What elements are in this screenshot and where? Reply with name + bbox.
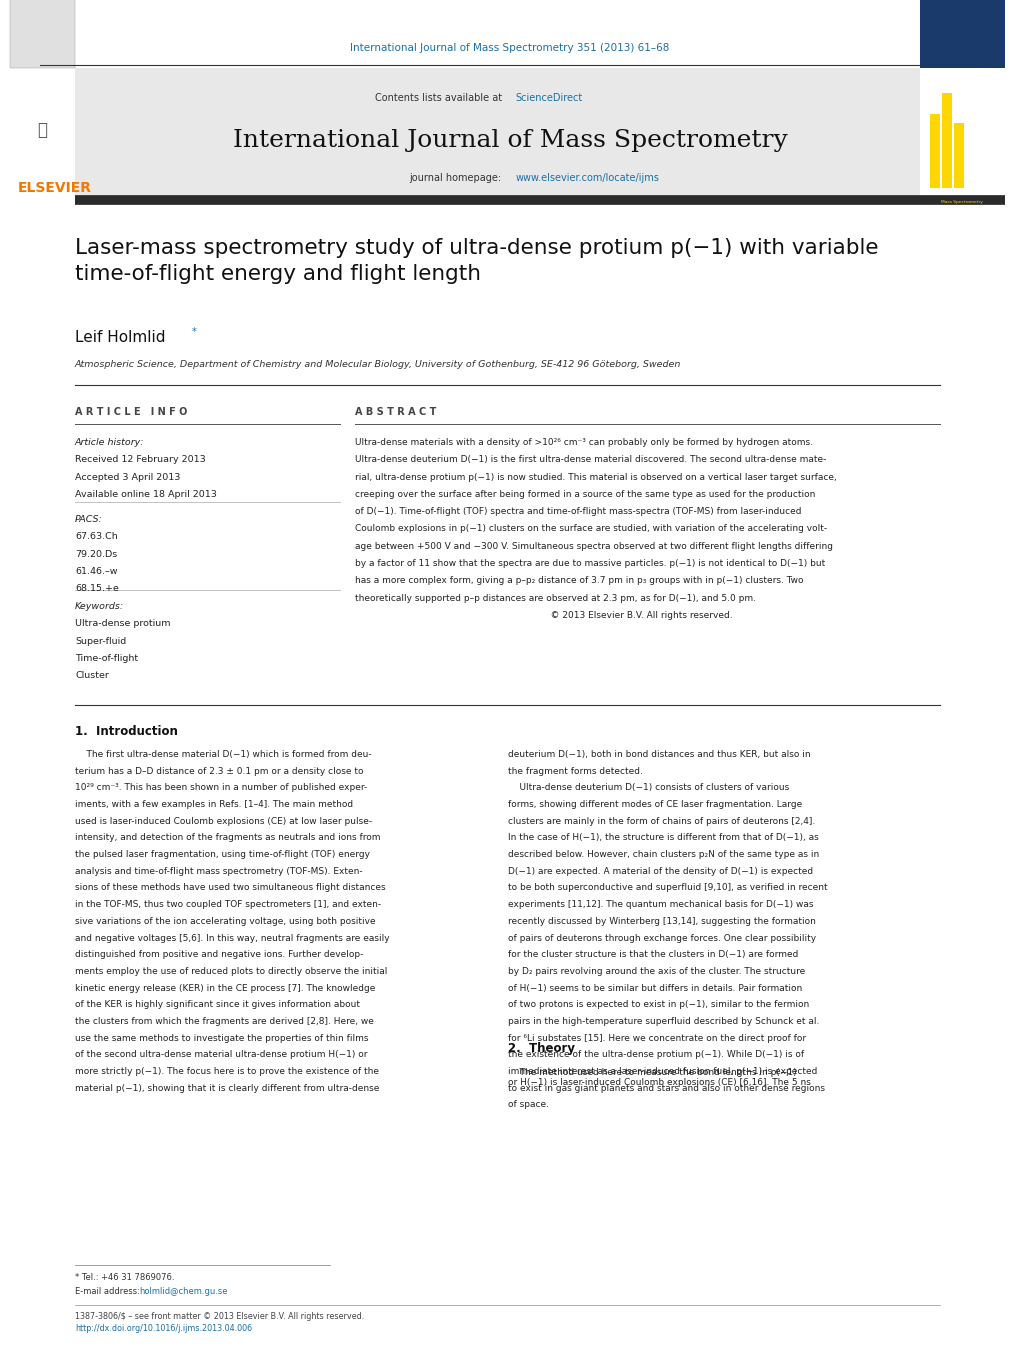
Text: International Journal of Mass Spectrometry 351 (2013) 61–68: International Journal of Mass Spectromet… [350,43,669,53]
Text: kinetic energy release (KER) in the CE process [7]. The knowledge: kinetic energy release (KER) in the CE p… [75,984,375,993]
Text: the fragment forms detected.: the fragment forms detected. [507,766,642,775]
Text: rial, ultra-dense protium p(−1) is now studied. This material is observed on a v: rial, ultra-dense protium p(−1) is now s… [355,473,836,481]
Text: Super-fluid: Super-fluid [75,636,126,646]
Text: 79.20.Ds: 79.20.Ds [75,550,117,558]
Text: the existence of the ultra-dense protium p(−1). While D(−1) is of: the existence of the ultra-dense protium… [507,1050,803,1059]
Text: D(−1) are expected. A material of the density of D(−1) is expected: D(−1) are expected. A material of the de… [507,867,812,875]
Text: clusters are mainly in the form of chains of pairs of deuterons [2,4].: clusters are mainly in the form of chain… [507,817,814,825]
Text: Leif Holmlid: Leif Holmlid [75,330,165,345]
Text: by a factor of 11 show that the spectra are due to massive particles. p(−1) is n: by a factor of 11 show that the spectra … [355,559,824,567]
Text: * Tel.: +46 31 7869076.: * Tel.: +46 31 7869076. [75,1273,174,1282]
Text: E-mail address:: E-mail address: [75,1288,143,1296]
Text: forms, showing different modes of CE laser fragmentation. Large: forms, showing different modes of CE las… [507,800,802,809]
Text: 67.63.Ch: 67.63.Ch [75,532,117,542]
Text: creeping over the surface after being formed in a source of the same type as use: creeping over the surface after being fo… [355,490,814,499]
Text: *: * [192,327,196,336]
Text: described below. However, chain clusters p₂N of the same type as in: described below. However, chain clusters… [507,850,818,859]
Text: The first ultra-dense material D(−1) which is formed from deu-: The first ultra-dense material D(−1) whi… [75,750,371,759]
Text: Coulomb explosions in p(−1) clusters on the surface are studied, with variation : Coulomb explosions in p(−1) clusters on … [355,524,826,534]
Text: of space.: of space. [507,1100,548,1109]
Text: Contents lists available at: Contents lists available at [374,93,504,103]
Text: Cluster: Cluster [75,671,109,680]
Text: ScienceDirect: ScienceDirect [515,93,582,103]
Text: journal homepage:: journal homepage: [410,173,504,182]
Text: A R T I C L E   I N F O: A R T I C L E I N F O [75,407,187,417]
Text: use the same methods to investigate the properties of thin films: use the same methods to investigate the … [75,1034,368,1043]
Text: iments, with a few examples in Refs. [1–4]. The main method: iments, with a few examples in Refs. [1–… [75,800,353,809]
Text: of pairs of deuterons through exchange forces. One clear possibility: of pairs of deuterons through exchange f… [507,934,815,943]
Text: ments employ the use of reduced plots to directly observe the initial: ments employ the use of reduced plots to… [75,967,387,975]
Text: The method used here to measure the bond lengths in p(−1)
or H(−1) is laser-indu: The method used here to measure the bond… [507,1069,810,1088]
Text: to be both superconductive and superfluid [9,10], as verified in recent: to be both superconductive and superflui… [507,884,826,893]
Text: experiments [11,12]. The quantum mechanical basis for D(−1) was: experiments [11,12]. The quantum mechani… [507,900,813,909]
Text: in the TOF-MS, thus two coupled TOF spectrometers [1], and exten-: in the TOF-MS, thus two coupled TOF spec… [75,900,381,909]
Text: has a more complex form, giving a p–p₂ distance of 3.7 pm in p₃ groups with in p: has a more complex form, giving a p–p₂ d… [355,577,803,585]
Text: for the cluster structure is that the clusters in D(−1) are formed: for the cluster structure is that the cl… [507,950,798,959]
Text: deuterium D(−1), both in bond distances and thus KER, but also in: deuterium D(−1), both in bond distances … [507,750,810,759]
Text: In the case of H(−1), the structure is different from that of D(−1), as: In the case of H(−1), the structure is d… [507,834,818,843]
Text: ELSEVIER: ELSEVIER [18,181,92,195]
Text: age between +500 V and −300 V. Simultaneous spectra observed at two different fl: age between +500 V and −300 V. Simultane… [355,542,833,551]
FancyBboxPatch shape [942,93,951,188]
Text: holmlid@chem.gu.se: holmlid@chem.gu.se [140,1288,227,1296]
Text: Mass Spectrometry: Mass Spectrometry [941,200,982,204]
FancyBboxPatch shape [919,0,1004,68]
Text: material p(−1), showing that it is clearly different from ultra-dense: material p(−1), showing that it is clear… [75,1084,379,1093]
Text: of H(−1) seems to be similar but differs in details. Pair formation: of H(−1) seems to be similar but differs… [507,984,802,993]
Text: theoretically supported p–p distances are observed at 2.3 pm, as for D(−1), and : theoretically supported p–p distances ar… [355,593,755,603]
Text: Ultra-dense deuterium D(−1) is the first ultra-dense material discovered. The se: Ultra-dense deuterium D(−1) is the first… [355,455,825,465]
Text: International Journal of Mass Spectrometry: International Journal of Mass Spectromet… [232,128,787,151]
Text: intensity, and detection of the fragments as neutrals and ions from: intensity, and detection of the fragment… [75,834,380,843]
Text: distinguished from positive and negative ions. Further develop-: distinguished from positive and negative… [75,950,363,959]
Text: Received 12 February 2013: Received 12 February 2013 [75,455,206,465]
Text: to exist in gas giant planets and stars and also in other dense regions: to exist in gas giant planets and stars … [507,1084,824,1093]
Text: PACS:: PACS: [75,515,103,524]
Text: of two protons is expected to exist in p(−1), similar to the fermion: of two protons is expected to exist in p… [507,1000,808,1009]
Text: 1.  Introduction: 1. Introduction [75,725,177,738]
Text: pairs in the high-temperature superfluid described by Schunck et al.: pairs in the high-temperature superfluid… [507,1017,818,1025]
Text: 🌳: 🌳 [37,122,47,139]
Text: for ⁶Li substates [15]. Here we concentrate on the direct proof for: for ⁶Li substates [15]. Here we concentr… [507,1034,805,1043]
Text: by D₂ pairs revolving around the axis of the cluster. The structure: by D₂ pairs revolving around the axis of… [507,967,804,975]
Text: Accepted 3 April 2013: Accepted 3 April 2013 [75,473,180,481]
Text: http://dx.doi.org/10.1016/j.ijms.2013.04.006: http://dx.doi.org/10.1016/j.ijms.2013.04… [75,1324,252,1333]
Text: © 2013 Elsevier B.V. All rights reserved.: © 2013 Elsevier B.V. All rights reserved… [355,611,732,620]
Text: the clusters from which the fragments are derived [2,8]. Here, we: the clusters from which the fragments ar… [75,1017,374,1025]
Text: Ultra-dense materials with a density of >10²⁶ cm⁻³ can probably only be formed b: Ultra-dense materials with a density of … [355,438,812,447]
Text: Ultra-dense protium: Ultra-dense protium [75,619,170,628]
Text: 61.46.–w: 61.46.–w [75,567,117,576]
Text: immediate interest as a laser-induced fusion fuel, p(−1) is expected: immediate interest as a laser-induced fu… [507,1067,816,1075]
Text: Available online 18 April 2013: Available online 18 April 2013 [75,490,217,499]
Text: Time-of-flight: Time-of-flight [75,654,138,663]
Text: 68.15.+e: 68.15.+e [75,584,119,593]
Text: of the KER is highly significant since it gives information about: of the KER is highly significant since i… [75,1000,360,1009]
Text: A B S T R A C T: A B S T R A C T [355,407,436,417]
Text: Ultra-dense deuterium D(−1) consists of clusters of various: Ultra-dense deuterium D(−1) consists of … [507,784,789,793]
FancyBboxPatch shape [10,0,75,68]
Text: of the second ultra-dense material ultra-dense protium H(−1) or: of the second ultra-dense material ultra… [75,1050,367,1059]
Text: Article history:: Article history: [75,438,145,447]
Text: more strictly p(−1). The focus here is to prove the existence of the: more strictly p(−1). The focus here is t… [75,1067,379,1075]
Text: terium has a D–D distance of 2.3 ± 0.1 pm or a density close to: terium has a D–D distance of 2.3 ± 0.1 p… [75,766,363,775]
FancyBboxPatch shape [953,123,963,188]
Text: of D(−1). Time-of-flight (TOF) spectra and time-of-flight mass-spectra (TOF-MS) : of D(−1). Time-of-flight (TOF) spectra a… [355,507,801,516]
Text: sive variations of the ion accelerating voltage, using both positive: sive variations of the ion accelerating … [75,917,375,925]
Text: sions of these methods have used two simultaneous flight distances: sions of these methods have used two sim… [75,884,385,893]
Text: 1387-3806/$ – see front matter © 2013 Elsevier B.V. All rights reserved.: 1387-3806/$ – see front matter © 2013 El… [75,1312,364,1321]
Text: Atmospheric Science, Department of Chemistry and Molecular Biology, University o: Atmospheric Science, Department of Chemi… [75,359,681,369]
FancyBboxPatch shape [75,68,919,199]
Text: 10²⁹ cm⁻³. This has been shown in a number of published exper-: 10²⁹ cm⁻³. This has been shown in a numb… [75,784,367,793]
Text: Laser-mass spectrometry study of ultra-dense protium p(−1) with variable
time-of: Laser-mass spectrometry study of ultra-d… [75,238,877,284]
Text: the pulsed laser fragmentation, using time-of-flight (TOF) energy: the pulsed laser fragmentation, using ti… [75,850,370,859]
Text: analysis and time-of-flight mass spectrometry (TOF-MS). Exten-: analysis and time-of-flight mass spectro… [75,867,363,875]
Text: Keywords:: Keywords: [75,603,124,611]
FancyBboxPatch shape [929,113,940,188]
Text: and negative voltages [5,6]. In this way, neutral fragments are easily: and negative voltages [5,6]. In this way… [75,934,389,943]
Text: used is laser-induced Coulomb explosions (CE) at low laser pulse-: used is laser-induced Coulomb explosions… [75,817,372,825]
Text: 2.  Theory: 2. Theory [507,1042,575,1055]
Text: www.elsevier.com/locate/ijms: www.elsevier.com/locate/ijms [515,173,658,182]
Text: recently discussed by Winterberg [13,14], suggesting the formation: recently discussed by Winterberg [13,14]… [507,917,815,925]
